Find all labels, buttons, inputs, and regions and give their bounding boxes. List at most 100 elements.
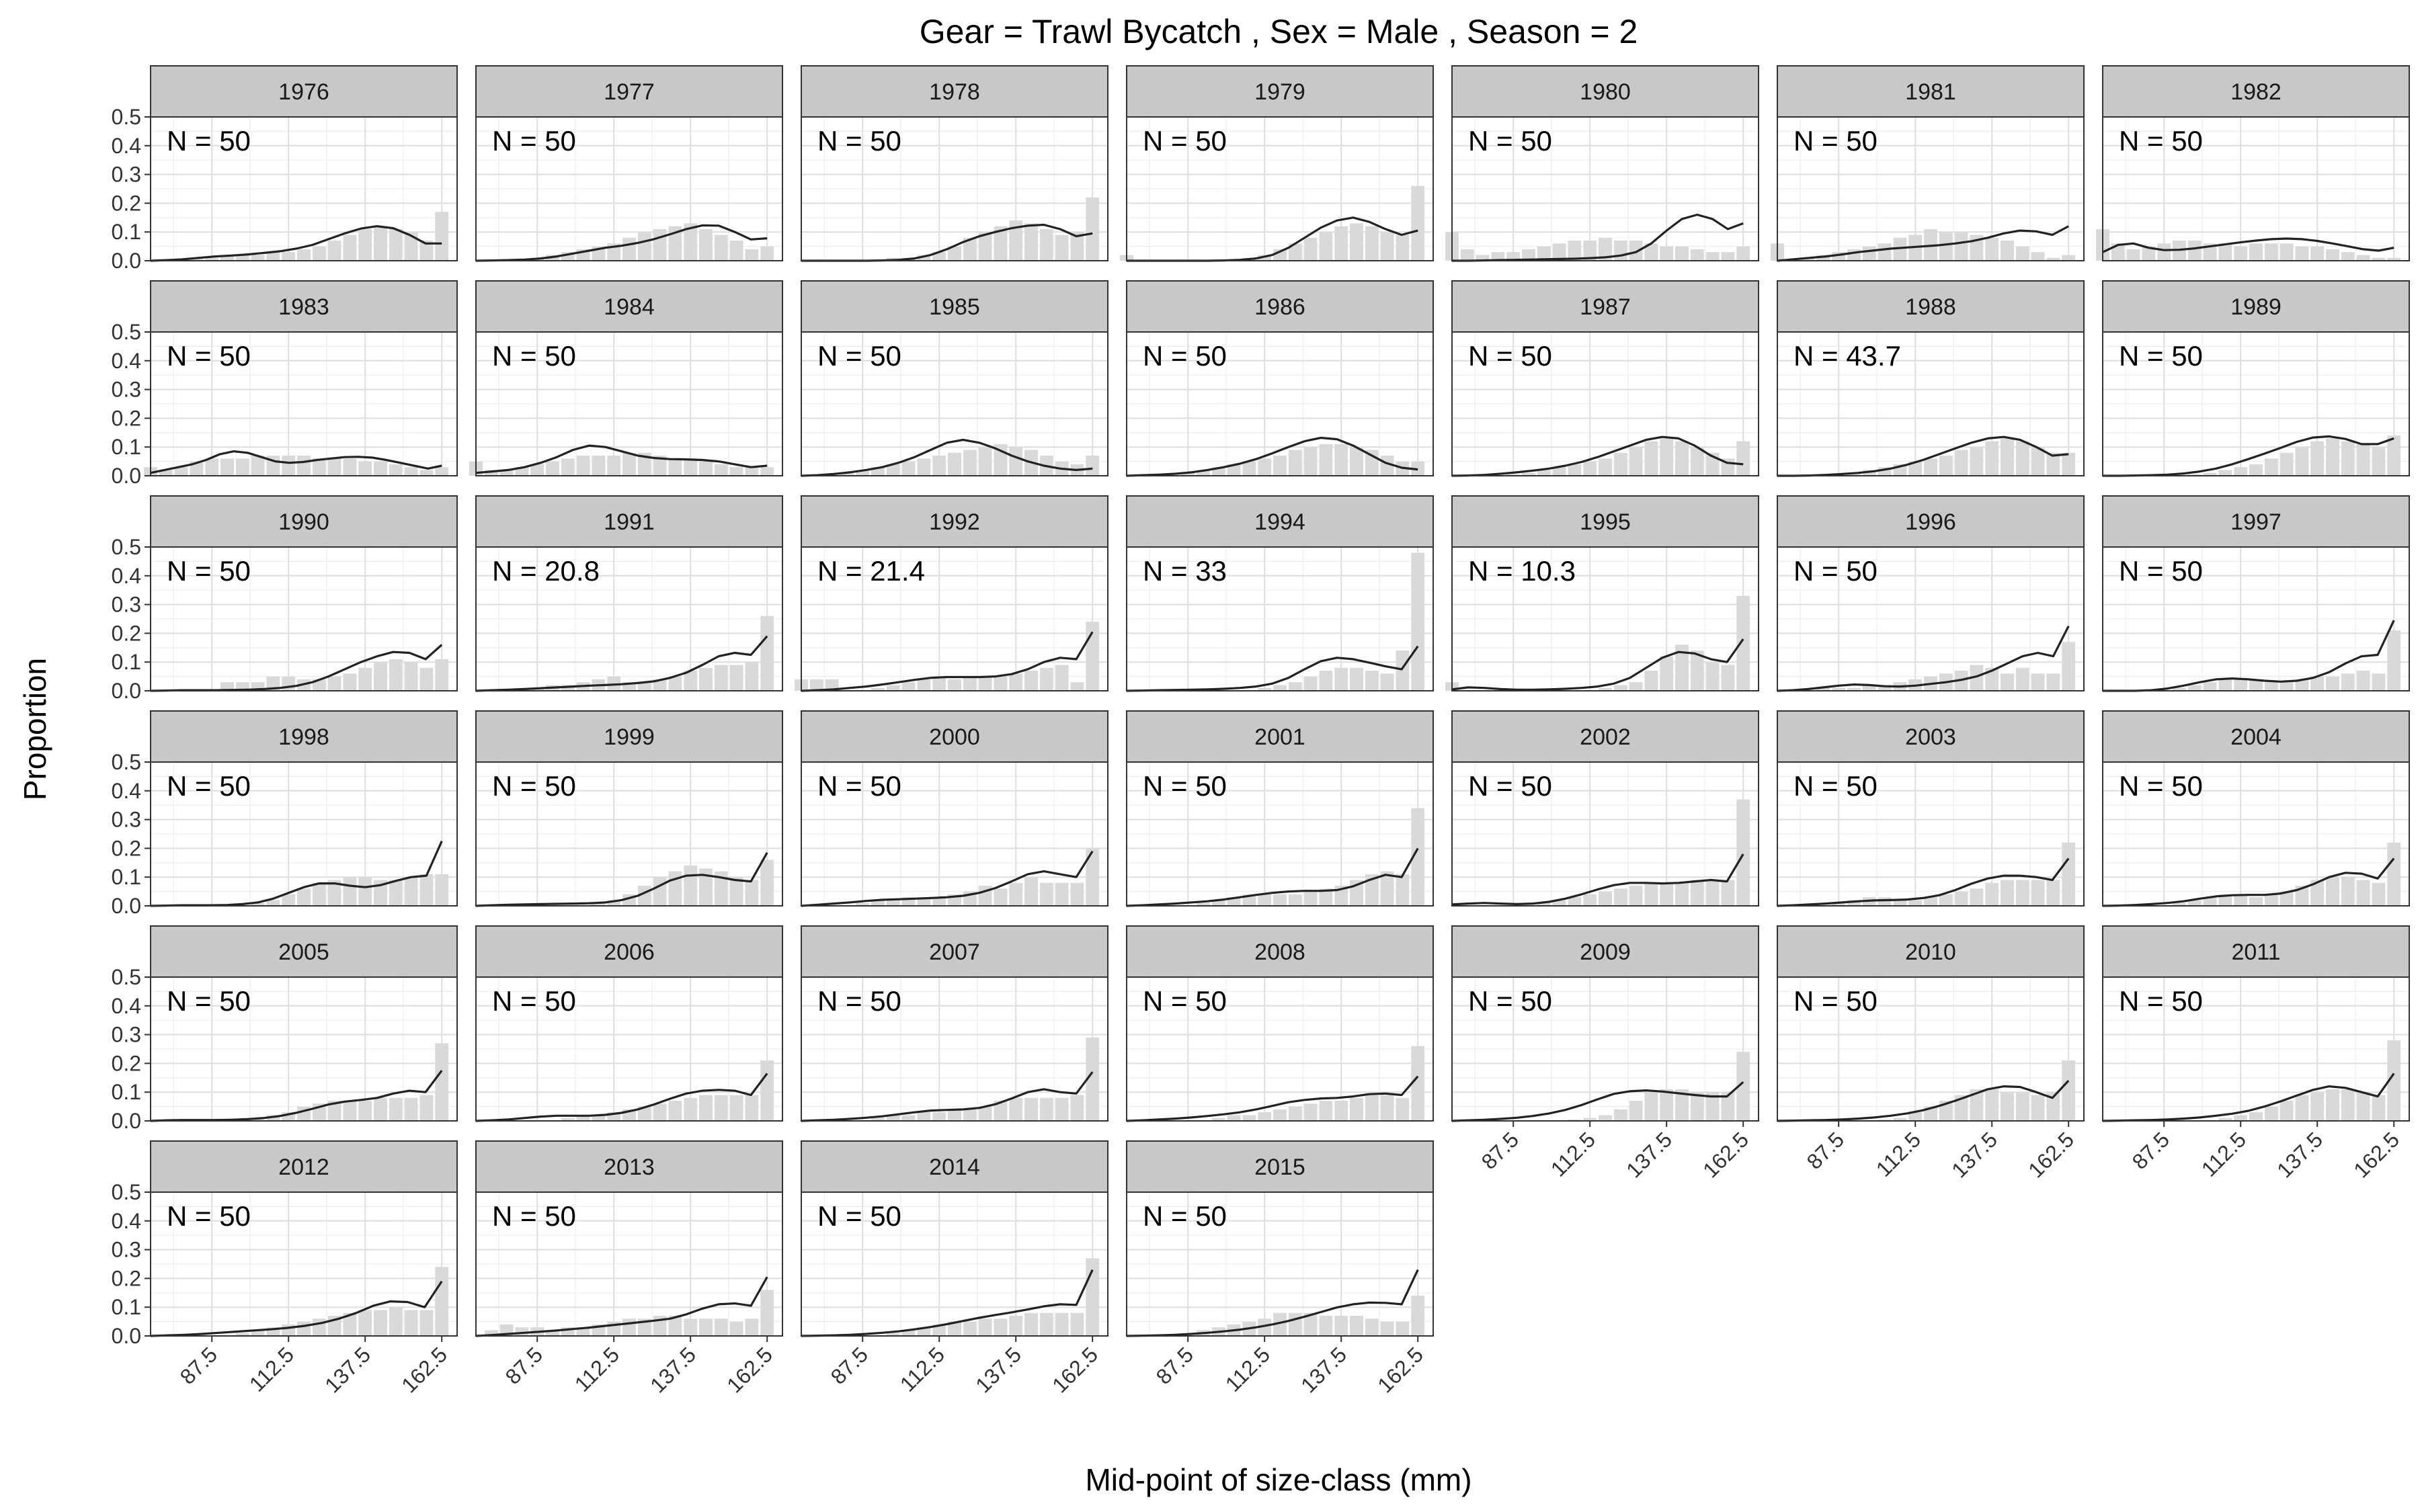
observed-bar bbox=[358, 461, 372, 476]
observed-bar bbox=[404, 662, 418, 691]
observed-bar bbox=[419, 1095, 434, 1121]
observed-bar bbox=[1721, 1092, 1735, 1121]
expected-line bbox=[2102, 1073, 2395, 1122]
observed-bar bbox=[729, 877, 743, 906]
sample-size-label: N = 50 bbox=[1143, 340, 1227, 372]
observed-bar bbox=[592, 456, 606, 476]
observed-bar bbox=[653, 679, 667, 691]
observed-bar bbox=[1939, 894, 1953, 906]
y-tick-label: 0.1 bbox=[112, 1080, 141, 1104]
observed-bar bbox=[2187, 900, 2202, 906]
observed-bar bbox=[282, 252, 296, 261]
observed-bar bbox=[1660, 438, 1674, 476]
observed-bar bbox=[2295, 246, 2309, 261]
observed-bar bbox=[637, 452, 651, 476]
observed-bar bbox=[653, 877, 667, 906]
observed-bar bbox=[419, 874, 434, 906]
observed-bar bbox=[653, 456, 667, 476]
facet-strip-label: 2007 bbox=[929, 939, 980, 965]
observed-bar bbox=[1258, 894, 1272, 906]
observed-bar bbox=[1024, 877, 1038, 906]
observed-bar bbox=[886, 685, 900, 691]
facet-panel: 1981 N = 50 bbox=[1771, 65, 2085, 262]
observed-bar bbox=[760, 1060, 774, 1121]
observed-bar bbox=[1380, 232, 1394, 261]
facet-strip-label: 2006 bbox=[604, 939, 655, 965]
observed-bar bbox=[1629, 447, 1643, 476]
observed-bar bbox=[1599, 891, 1612, 906]
panel-border bbox=[475, 116, 783, 261]
y-tick-label: 0.0 bbox=[112, 679, 141, 703]
observed-bar bbox=[745, 467, 759, 476]
y-tick-label: 0.5 bbox=[112, 320, 141, 344]
observed-bar bbox=[282, 894, 296, 906]
facet-strip-label: 2014 bbox=[929, 1154, 980, 1180]
observed-bar bbox=[2015, 880, 2029, 906]
facet-strip bbox=[2102, 710, 2410, 763]
panel-border bbox=[1451, 116, 1759, 261]
observed-bar bbox=[729, 241, 743, 261]
facet-strip bbox=[1451, 65, 1759, 118]
facet-strip bbox=[1126, 710, 1434, 763]
x-tick-label: 162.5 bbox=[1373, 1342, 1428, 1397]
observed-bar bbox=[948, 1321, 961, 1336]
observed-bar bbox=[932, 676, 946, 691]
observed-bar bbox=[1816, 255, 1830, 261]
panel-border bbox=[2102, 976, 2410, 1122]
observed-bar bbox=[266, 252, 280, 261]
observed-bar bbox=[1862, 685, 1876, 691]
observed-bar bbox=[1736, 441, 1750, 476]
y-tick-label: 0.2 bbox=[112, 191, 141, 215]
observed-bar bbox=[684, 671, 698, 691]
observed-bar bbox=[2062, 1060, 2076, 1121]
observed-bar bbox=[1690, 1092, 1704, 1121]
observed-bar bbox=[297, 456, 311, 476]
observed-bar bbox=[932, 456, 946, 476]
observed-bar bbox=[1181, 472, 1195, 476]
facet-strip-label: 1986 bbox=[1254, 294, 1305, 320]
facet-strip bbox=[150, 280, 458, 333]
observed-bar bbox=[297, 1321, 311, 1336]
panel-border bbox=[801, 1191, 1108, 1337]
sample-size-label: N = 50 bbox=[1793, 555, 1878, 587]
sample-size-label: N = 50 bbox=[817, 125, 901, 157]
observed-bar bbox=[2356, 255, 2370, 261]
observed-bar bbox=[978, 1106, 992, 1121]
observed-bar bbox=[1258, 255, 1272, 261]
sample-size-label: N = 50 bbox=[817, 340, 901, 372]
facet-strip-label: 1988 bbox=[1905, 294, 1956, 320]
observed-bar bbox=[699, 1318, 713, 1336]
expected-line bbox=[801, 438, 1093, 477]
observed-bar bbox=[886, 1333, 900, 1336]
sample-size-label: N = 50 bbox=[167, 340, 251, 372]
observed-bar bbox=[1675, 246, 1689, 261]
observed-bar bbox=[205, 458, 219, 476]
observed-bar bbox=[1055, 665, 1069, 691]
observed-bar bbox=[1908, 900, 1923, 906]
expected-line bbox=[150, 1070, 443, 1122]
observed-bar bbox=[825, 679, 839, 691]
observed-bar bbox=[2372, 882, 2386, 906]
panel-border bbox=[150, 761, 458, 907]
sample-size-label: N = 50 bbox=[492, 770, 576, 802]
observed-bar bbox=[484, 470, 498, 476]
observed-bar bbox=[435, 1043, 449, 1121]
observed-bar bbox=[1380, 673, 1394, 691]
sample-size-label: N = 33 bbox=[1143, 555, 1227, 587]
observed-bar bbox=[2015, 667, 2029, 691]
observed-bar bbox=[1380, 1095, 1394, 1121]
observed-bar bbox=[994, 676, 1008, 691]
y-tick-label: 0.3 bbox=[112, 593, 141, 617]
observed-bar bbox=[2187, 474, 2202, 476]
observed-bar bbox=[404, 467, 418, 476]
expected-line bbox=[1126, 436, 1418, 477]
facet-strip bbox=[801, 280, 1108, 333]
observed-bar bbox=[1009, 220, 1023, 261]
panel-border bbox=[475, 1191, 783, 1337]
facet-panel: 1985 N = 50 bbox=[801, 280, 1108, 477]
x-tick-label: 112.5 bbox=[1871, 1127, 1925, 1181]
expected-line bbox=[1777, 857, 2070, 907]
observed-bar bbox=[576, 456, 590, 476]
observed-bar bbox=[1939, 232, 1953, 261]
